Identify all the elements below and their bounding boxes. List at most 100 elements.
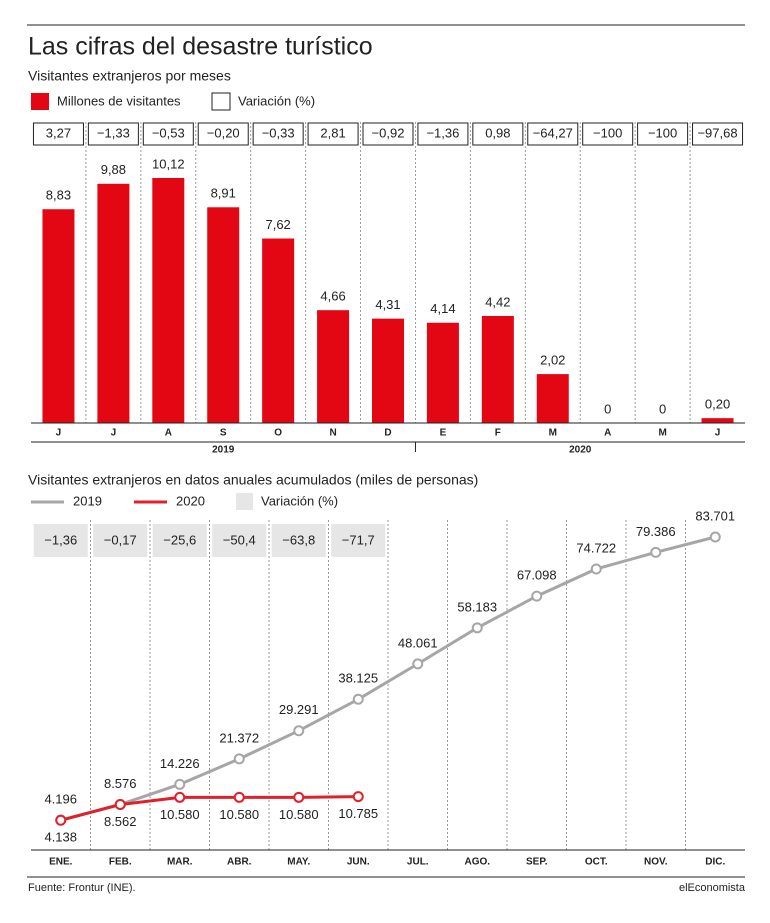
value-label: 7,62 xyxy=(265,217,290,232)
x-tick-label: J xyxy=(56,428,62,439)
point xyxy=(293,725,305,737)
variation-label: 3,27 xyxy=(46,125,71,140)
variation-label: −0,53 xyxy=(152,125,185,140)
value-label: 74.722 xyxy=(576,540,616,555)
brand: elEconomista xyxy=(679,882,746,894)
variation-label: −25,6 xyxy=(163,532,196,547)
bar xyxy=(97,183,130,423)
point xyxy=(590,563,602,575)
variation-label: −100 xyxy=(593,125,622,140)
value-label: 10,12 xyxy=(152,156,185,171)
point xyxy=(233,753,245,765)
point xyxy=(650,546,662,558)
variation-box xyxy=(93,524,148,557)
x-tick-label: N xyxy=(329,428,336,439)
group-label: 2019 xyxy=(212,445,235,456)
point xyxy=(531,590,543,602)
variation-label: −100 xyxy=(648,125,677,140)
variation-label: −1,36 xyxy=(44,532,77,547)
group-label: 2020 xyxy=(569,445,592,456)
variation-box xyxy=(331,524,386,557)
point xyxy=(174,791,186,803)
x-tick-label: ENE. xyxy=(49,857,73,868)
variation-label: −0,33 xyxy=(262,125,295,140)
variation-label: 0,98 xyxy=(485,125,510,140)
variation-box xyxy=(33,524,88,557)
x-tick-label: DIC. xyxy=(705,857,725,868)
variation-label: −0,17 xyxy=(104,532,137,547)
x-tick-label: F xyxy=(495,428,501,439)
x-tick-label: FEB. xyxy=(109,857,132,868)
variation-box xyxy=(271,524,326,557)
legend-label: Millones de visitantes xyxy=(57,93,181,108)
variation-box xyxy=(362,122,414,146)
x-tick-label: NOV. xyxy=(644,857,668,868)
x-tick-label: OCT. xyxy=(585,857,608,868)
bar xyxy=(317,310,350,423)
x-tick-label: AGO. xyxy=(464,857,490,868)
value-label: 10.580 xyxy=(279,807,319,822)
x-tick-label: J xyxy=(111,428,117,439)
point xyxy=(412,658,424,670)
x-tick-label: A xyxy=(604,428,611,439)
value-label: 8,83 xyxy=(46,188,71,203)
x-tick-label: ABR. xyxy=(227,857,252,868)
variation-box xyxy=(472,122,524,146)
value-label: 67.098 xyxy=(517,568,557,583)
value-label: 4.138 xyxy=(44,830,77,845)
legend-swatch xyxy=(236,493,253,510)
variation-box xyxy=(32,122,84,146)
variation-label: −1,36 xyxy=(426,125,459,140)
x-tick-label: S xyxy=(220,428,227,439)
value-label: 0,20 xyxy=(705,397,730,412)
variation-label: −0,20 xyxy=(207,125,240,140)
value-label: 2,02 xyxy=(540,353,565,368)
point xyxy=(114,799,126,811)
variation-box xyxy=(87,122,139,146)
value-label: 4,14 xyxy=(430,301,455,316)
point xyxy=(471,622,483,634)
x-tick-label: JUN. xyxy=(347,857,370,868)
value-label: 4.196 xyxy=(44,791,77,806)
value-label: 58.183 xyxy=(457,599,497,614)
variation-box xyxy=(212,524,267,557)
bar xyxy=(207,207,240,423)
point xyxy=(233,791,245,803)
page-title: Las cifras del desastre turístico xyxy=(28,33,373,61)
variation-label: −1,33 xyxy=(97,125,130,140)
source: Fuente: Frontur (INE). xyxy=(28,882,136,894)
variation-label: −71,7 xyxy=(342,532,375,547)
value-label: 8,91 xyxy=(211,186,236,201)
x-tick-label: J xyxy=(715,428,721,439)
bar xyxy=(481,315,514,423)
bar xyxy=(426,322,459,423)
value-label: 29.291 xyxy=(279,702,319,717)
x-tick-label: SEP. xyxy=(526,857,548,868)
variation-label: −64,27 xyxy=(533,125,573,140)
variation-box xyxy=(152,524,207,557)
bar xyxy=(262,238,295,423)
variation-label: −50,4 xyxy=(223,532,256,547)
point xyxy=(174,778,186,790)
variation-box xyxy=(527,122,579,146)
point xyxy=(293,791,305,803)
value-label: 10.785 xyxy=(338,806,378,821)
legend-label: Variación (%) xyxy=(261,493,338,508)
series-line xyxy=(60,795,359,822)
variation-box xyxy=(142,122,194,146)
point xyxy=(352,791,364,803)
legend-label: 2019 xyxy=(73,493,102,508)
bar xyxy=(536,374,569,423)
x-tick-label: E xyxy=(440,428,447,439)
value-label: 83.701 xyxy=(695,508,735,523)
variation-label: −0,92 xyxy=(372,125,405,140)
value-label: 0 xyxy=(604,401,611,416)
x-tick-label: JUL. xyxy=(407,857,429,868)
x-tick-label: M xyxy=(549,428,557,439)
legend-swatch xyxy=(211,92,231,111)
x-tick-label: O xyxy=(274,428,282,439)
value-label: 8.562 xyxy=(104,814,137,829)
value-label: 4,31 xyxy=(375,297,400,312)
bar xyxy=(42,209,75,423)
variation-box xyxy=(637,122,689,146)
